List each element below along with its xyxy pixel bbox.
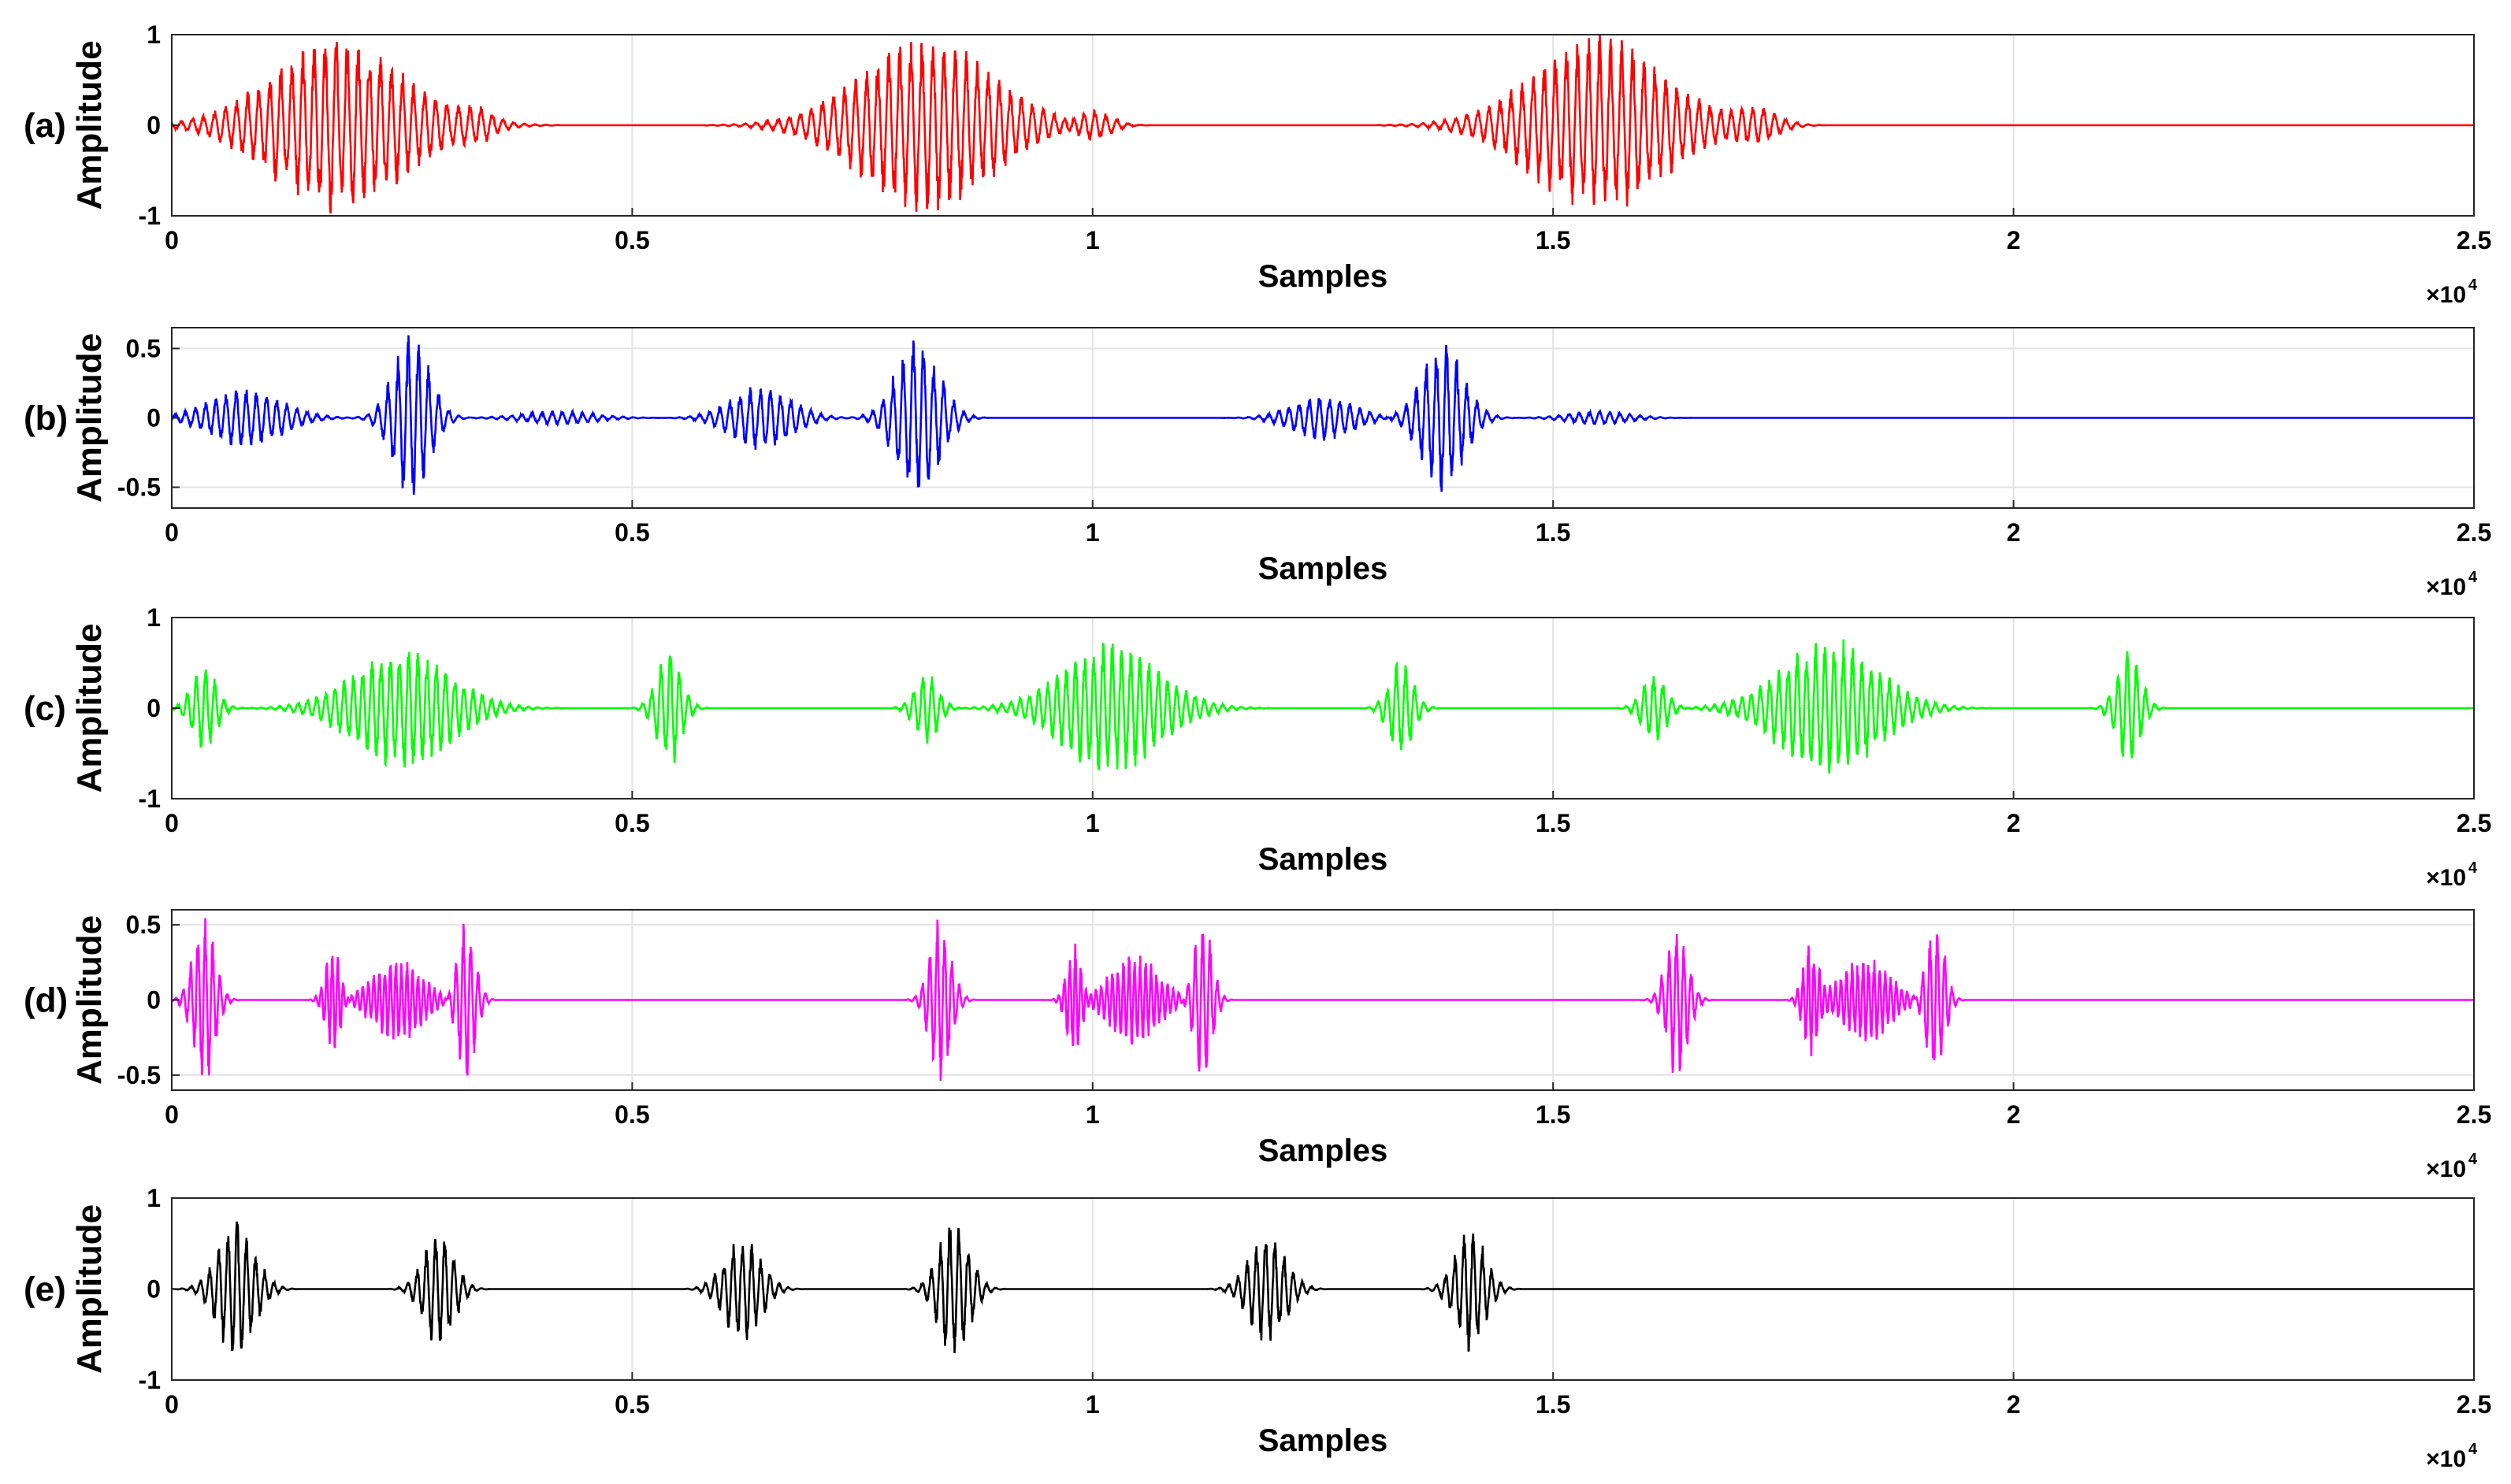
- panel-label: (a): [24, 106, 66, 145]
- y-axis-label: Amplitude: [70, 623, 109, 792]
- y-tick-label: -0.5: [117, 473, 161, 502]
- y-tick-label: 0.5: [126, 911, 161, 939]
- signal-line: [172, 639, 2474, 774]
- x-tick-label: 0: [165, 1390, 179, 1419]
- y-tick-label: 1: [147, 603, 161, 632]
- x-multiplier-exponent: 4: [2468, 276, 2478, 294]
- y-tick-label: -1: [139, 1366, 161, 1394]
- y-tick-label: 0.5: [126, 334, 161, 362]
- x-tick-label: 1.5: [1536, 1390, 1570, 1419]
- x-tick-label: 2: [2007, 809, 2021, 837]
- signal-line: [172, 35, 2474, 214]
- x-multiplier: ×10: [2426, 282, 2466, 308]
- x-tick-label: 0: [165, 809, 179, 837]
- x-tick-label: 1: [1086, 518, 1100, 547]
- x-axis-label: Samples: [1258, 1133, 1388, 1168]
- y-axis-label: Amplitude: [70, 915, 109, 1085]
- x-tick-label: 1: [1086, 1100, 1100, 1129]
- panel-label: (c): [24, 689, 66, 728]
- x-multiplier-exponent: 4: [2468, 1441, 2478, 1458]
- x-tick-label: 2.5: [2457, 1390, 2491, 1419]
- x-tick-label: 1: [1086, 1390, 1100, 1419]
- y-tick-label: 0: [147, 404, 161, 432]
- x-tick-label: 2: [2007, 1390, 2021, 1419]
- panel-label: (d): [24, 981, 68, 1020]
- panel-label: (b): [24, 399, 68, 438]
- x-tick-label: 2.5: [2457, 1100, 2491, 1129]
- x-axis-label: Samples: [1258, 259, 1388, 294]
- x-tick-label: 1.5: [1536, 226, 1570, 254]
- signal-line: [172, 335, 2474, 495]
- x-multiplier-exponent: 4: [2468, 859, 2478, 877]
- x-tick-label: 2: [2007, 518, 2021, 547]
- x-tick-label: 2.5: [2457, 809, 2491, 837]
- x-multiplier-exponent: 4: [2468, 1151, 2478, 1168]
- x-tick-label: 0: [165, 226, 179, 254]
- x-multiplier: ×10: [2426, 1156, 2466, 1182]
- y-axis-label: Amplitude: [70, 333, 109, 503]
- y-tick-label: -1: [139, 785, 161, 813]
- y-tick-label: 0: [147, 111, 161, 139]
- x-tick-label: 2: [2007, 1100, 2021, 1129]
- y-axis-label: Amplitude: [70, 40, 109, 210]
- x-tick-label: 0: [165, 1100, 179, 1129]
- x-tick-label: 2.5: [2457, 518, 2491, 547]
- y-tick-label: 0: [147, 694, 161, 722]
- y-tick-label: 1: [147, 1184, 161, 1212]
- x-tick-label: 2.5: [2457, 226, 2491, 254]
- x-tick-label: 0.5: [615, 809, 649, 837]
- y-tick-label: -0.5: [117, 1061, 161, 1089]
- x-tick-label: 1: [1086, 809, 1100, 837]
- x-tick-label: 2: [2007, 226, 2021, 254]
- y-tick-label: 0: [147, 986, 161, 1015]
- x-tick-label: 0.5: [615, 518, 649, 547]
- x-axis-label: Samples: [1258, 551, 1388, 586]
- x-tick-label: 1: [1086, 226, 1100, 254]
- panel-label: (e): [24, 1271, 66, 1309]
- x-tick-label: 1.5: [1536, 1100, 1570, 1129]
- x-multiplier: ×10: [2426, 574, 2466, 600]
- x-multiplier: ×10: [2426, 865, 2466, 891]
- x-tick-label: 0: [165, 518, 179, 547]
- y-axis-label: Amplitude: [70, 1204, 109, 1374]
- x-tick-label: 0.5: [615, 226, 649, 254]
- x-axis-label: Samples: [1258, 842, 1388, 877]
- x-multiplier: ×10: [2426, 1446, 2466, 1472]
- signal-line: [172, 1221, 2474, 1353]
- x-tick-label: 1.5: [1536, 518, 1570, 547]
- y-tick-label: 0: [147, 1275, 161, 1304]
- signal-line: [172, 918, 2474, 1081]
- x-multiplier-exponent: 4: [2468, 569, 2478, 586]
- y-tick-label: 1: [147, 20, 161, 49]
- x-axis-label: Samples: [1258, 1423, 1388, 1458]
- x-tick-label: 0.5: [615, 1100, 649, 1129]
- x-tick-label: 1.5: [1536, 809, 1570, 837]
- x-tick-label: 0.5: [615, 1390, 649, 1419]
- y-tick-label: -1: [139, 202, 161, 230]
